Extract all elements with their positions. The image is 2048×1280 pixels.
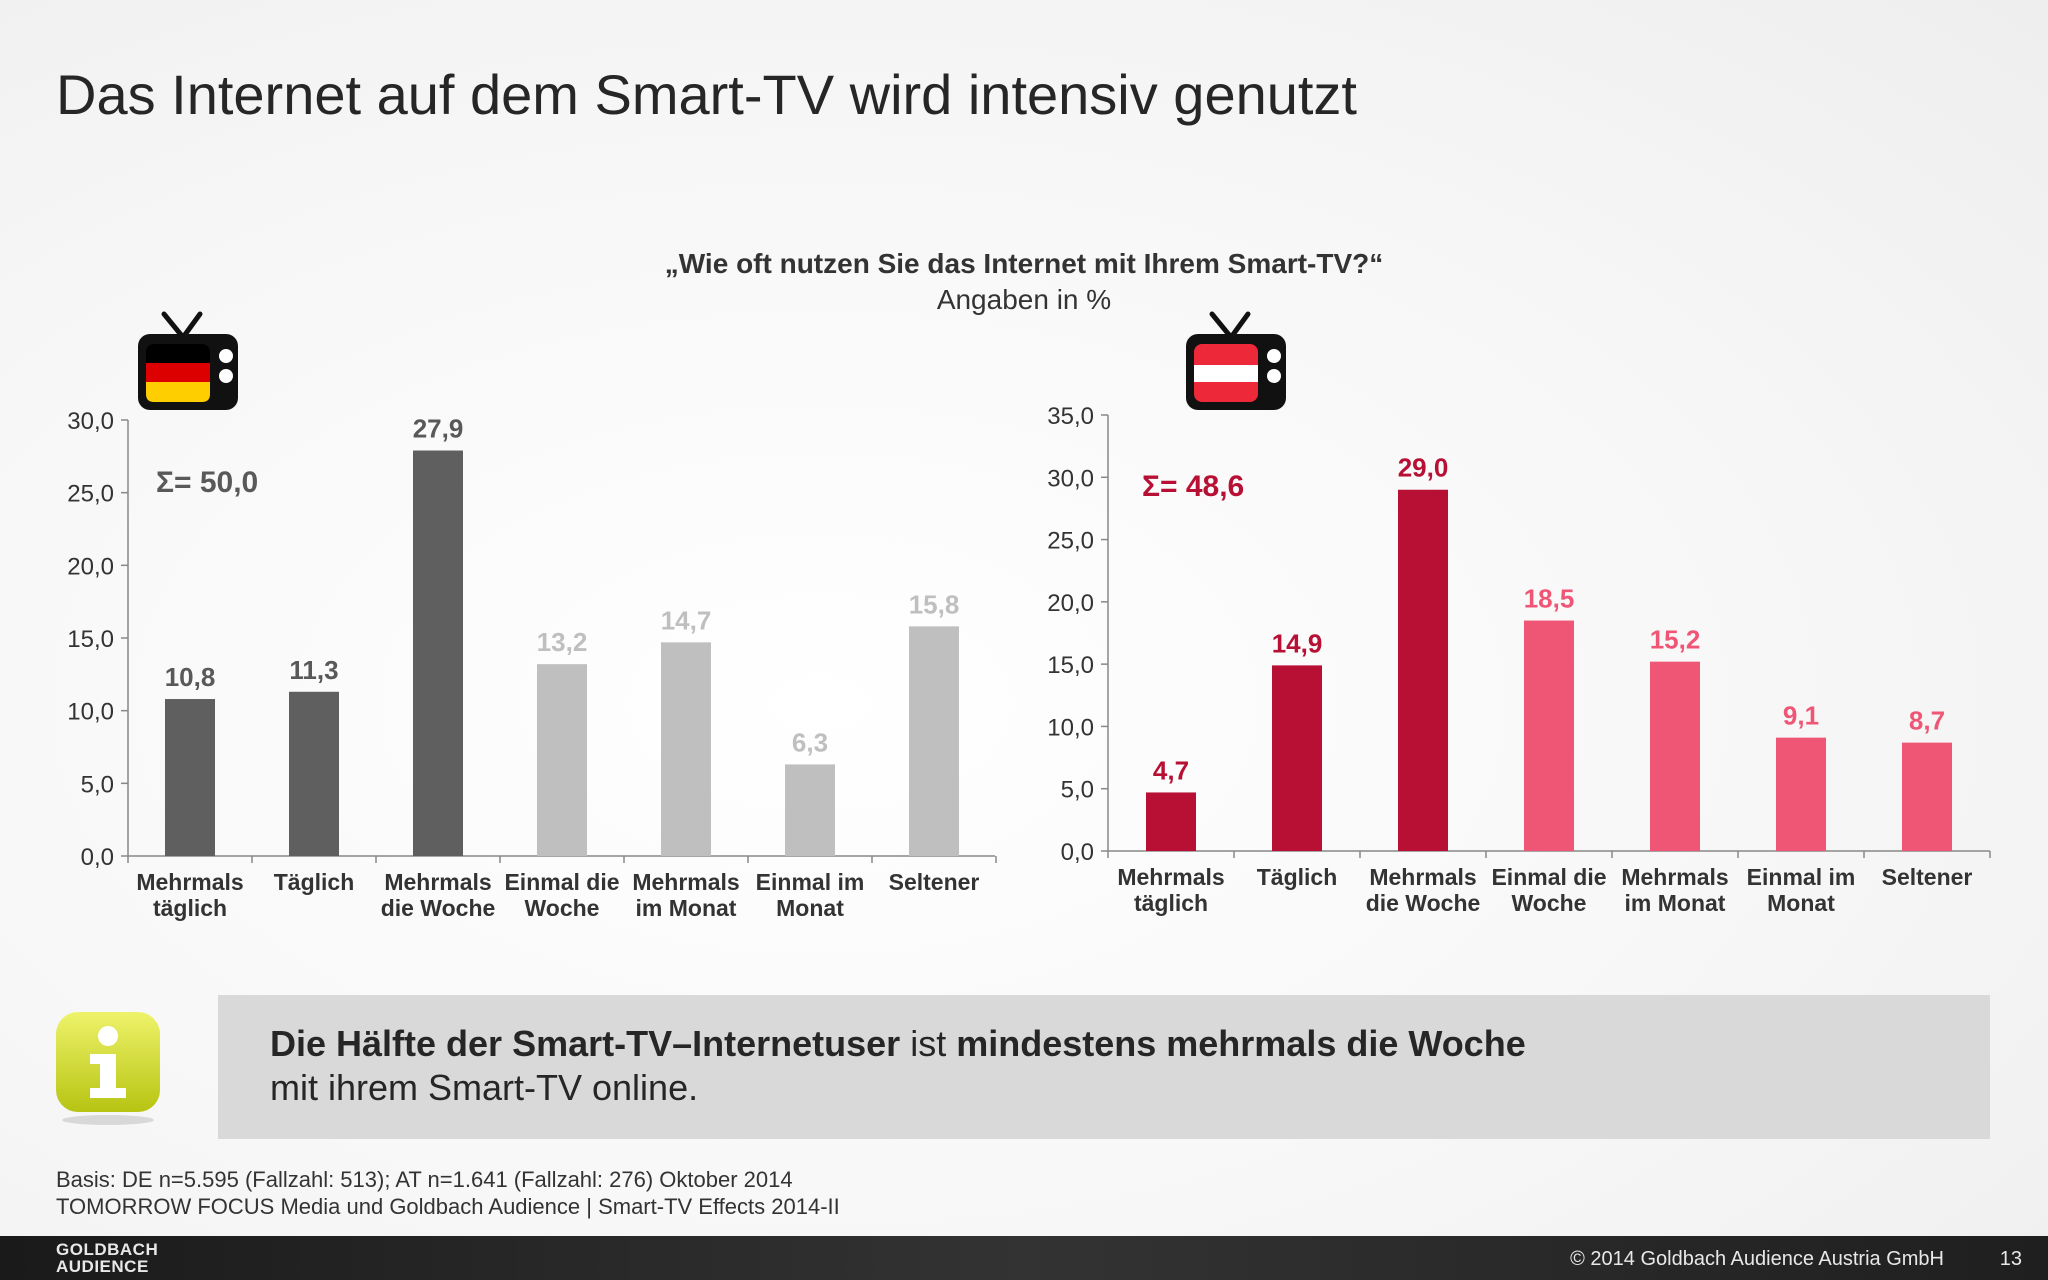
category-label: Woche [525,895,600,921]
tv-austria-flag-icon [1186,311,1286,410]
category-label: Mehrmals [136,869,243,895]
sum-annotation: Σ= 50,0 [156,466,258,499]
y-tick-label: 10,0 [1047,714,1094,741]
y-tick-label: 0,0 [1061,839,1094,866]
info-highlight-1: Die Hälfte der Smart-TV–Internetuser [270,1023,901,1064]
value-label: 11,3 [289,655,338,685]
goldbach-logo: GOLDBACH AUDIENCE [56,1241,158,1275]
category-label: Einmal die [1491,864,1606,890]
value-label: 15,2 [1650,625,1701,655]
info-box [218,995,1990,1139]
category-label: im Monat [636,895,737,921]
category-label: Mehrmals [384,869,491,895]
bar [1398,489,1448,851]
y-tick-label: 25,0 [67,481,114,508]
page-number: 13 [1999,1248,2022,1270]
logo-line-2: AUDIENCE [56,1257,149,1276]
category-label: die Woche [1366,890,1481,916]
category-label: im Monat [1625,890,1726,916]
value-label: 14,9 [1272,628,1323,658]
value-label: 14,7 [661,605,712,635]
category-label: Täglich [1257,864,1338,890]
source-note: Basis: DE n=5.595 (Fallzahl: 513); AT n=… [56,1166,840,1220]
y-tick-label: 20,0 [1047,590,1094,617]
info-connector: ist [900,1023,957,1064]
category-label: Mehrmals [1369,864,1476,890]
value-label: 13,2 [537,627,588,657]
y-tick-label: 20,0 [67,553,114,580]
category-label: täglich [153,895,227,921]
category-label: Mehrmals [1117,864,1224,890]
bar [785,764,835,856]
bar [1902,742,1952,851]
y-tick-label: 30,0 [67,408,114,435]
sum-annotation: Σ= 48,6 [1142,470,1244,503]
category-label: Monat [1767,890,1835,916]
footer-bar: GOLDBACH AUDIENCE © 2014 Goldbach Audien… [0,1236,2048,1280]
value-label: 9,1 [1783,701,1819,731]
value-label: 18,5 [1524,584,1575,614]
info-text: Die Hälfte der Smart-TV–Internetuser ist… [270,1022,1970,1110]
bar [1272,665,1322,851]
bar [1776,737,1826,851]
category-label: Mehrmals [632,869,739,895]
source-line-2: TOMORROW FOCUS Media und Goldbach Audien… [56,1194,840,1219]
y-tick-label: 5,0 [81,771,114,798]
value-label: 29,0 [1398,453,1449,483]
info-line-2: mit ihrem Smart-TV online. [270,1067,699,1108]
category-label: Monat [776,895,844,921]
chart-germany: 0,05,010,015,020,025,030,010,8Mehrmalstä… [67,408,997,921]
source-line-1: Basis: DE n=5.595 (Fallzahl: 513); AT n=… [56,1167,793,1192]
value-label: 8,7 [1909,706,1945,736]
bar [1524,620,1574,851]
category-label: Einmal im [756,869,865,895]
y-tick-label: 10,0 [67,699,114,726]
bar [289,691,339,856]
bar [165,699,215,856]
category-label: Seltener [889,869,980,895]
unit-label: Angaben in % [936,284,1112,315]
tv-germany-flag-icon [138,311,238,410]
category-label: die Woche [381,895,496,921]
bar [661,642,711,856]
category-label: Täglich [274,869,355,895]
y-tick-label: 0,0 [81,844,114,871]
y-tick-label: 25,0 [1047,528,1094,555]
value-label: 6,3 [792,727,828,757]
category-label: Einmal im [1747,864,1856,890]
info-highlight-2: mindestens mehrmals die Woche [956,1023,1526,1064]
y-tick-label: 15,0 [67,626,114,653]
page-title: Das Internet auf dem Smart-TV wird inten… [56,63,1357,126]
category-label: Woche [1512,890,1587,916]
chart-austria: 0,0 5,0 10,0 15,0 20,0 25,0 30,0 35,0 4,7 Mehrmal… [1047,403,1991,916]
y-tick-label: 35,0 [1047,403,1094,430]
y-tick-label: 30,0 [1047,465,1094,492]
y-tick-label: 5,0 [1061,777,1094,804]
copyright: © 2014 Goldbach Audience Austria GmbH [1570,1248,1944,1270]
category-label: Einmal die [504,869,619,895]
logo-line-1: GOLDBACH [56,1240,159,1259]
value-label: 10,8 [165,662,216,692]
category-label: täglich [1134,890,1208,916]
value-label: 15,8 [909,589,960,619]
y-tick-label: 15,0 [1047,652,1094,679]
category-label: Seltener [1882,864,1973,890]
bar [1650,661,1700,851]
category-label: Mehrmals [1621,864,1728,890]
value-label: 4,7 [1153,755,1189,785]
bar [537,664,587,856]
survey-question: „Wie oft nutzen Sie das Internet mit Ihr… [664,248,1384,279]
bar [413,450,463,856]
bar [1146,792,1196,851]
value-label: 27,9 [413,414,464,444]
info-icon [56,1012,160,1125]
bar [909,626,959,856]
